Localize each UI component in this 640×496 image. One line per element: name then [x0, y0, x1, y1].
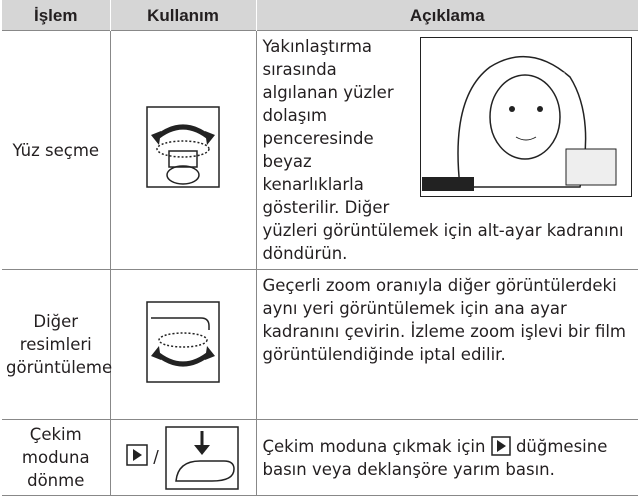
separator: /: [153, 447, 159, 466]
action-cell: Diğer resimleri görüntüleme: [2, 269, 112, 420]
description-cell: Geçerli zoom oranıyla diğer görüntülerde…: [256, 269, 638, 420]
description-text: düğmesine basın veya deklanşöre yarım ba…: [262, 436, 608, 479]
header-cell: Açıklama: [255, 0, 638, 31]
sub-dial-icon: [146, 106, 220, 188]
description-text: Yakınlaştırma sırasında algılanan yüzler…: [262, 37, 624, 263]
description-text: Çekim moduna çıkmak için: [262, 436, 486, 456]
action-cell: Çekim moduna dönme: [2, 419, 111, 496]
description-cell: Yakınlaştırma sırasında algılanan yüzler…: [256, 30, 638, 270]
row: Çekim moduna dönme / Çekim moduna çıkmak…: [2, 419, 638, 496]
row: Yüz seçme Yakınlaştırma s: [2, 30, 638, 270]
usage-cell: /: [110, 419, 257, 496]
header-cell: İşlem: [2, 0, 110, 31]
usage-cell: [110, 269, 257, 420]
shutter-icon: [165, 425, 239, 490]
playback-icon: [490, 435, 511, 456]
description-text: Geçerli zoom oranıyla diğer görüntülerde…: [262, 276, 627, 364]
header-row: İşlem Kullanım Açıklama: [2, 0, 638, 31]
usage-cell: [110, 30, 257, 270]
action-cell: Yüz seçme: [2, 30, 111, 270]
playback-icon: [126, 444, 148, 466]
description-cell: Çekim moduna çıkmak için düğmesine basın…: [256, 419, 638, 496]
header-cell: Kullanım: [109, 0, 256, 31]
main-dial-icon: [146, 300, 220, 383]
row: Diğer resimleri görüntüleme Geçerli zoom…: [2, 269, 638, 420]
face-illustration: [420, 37, 632, 197]
